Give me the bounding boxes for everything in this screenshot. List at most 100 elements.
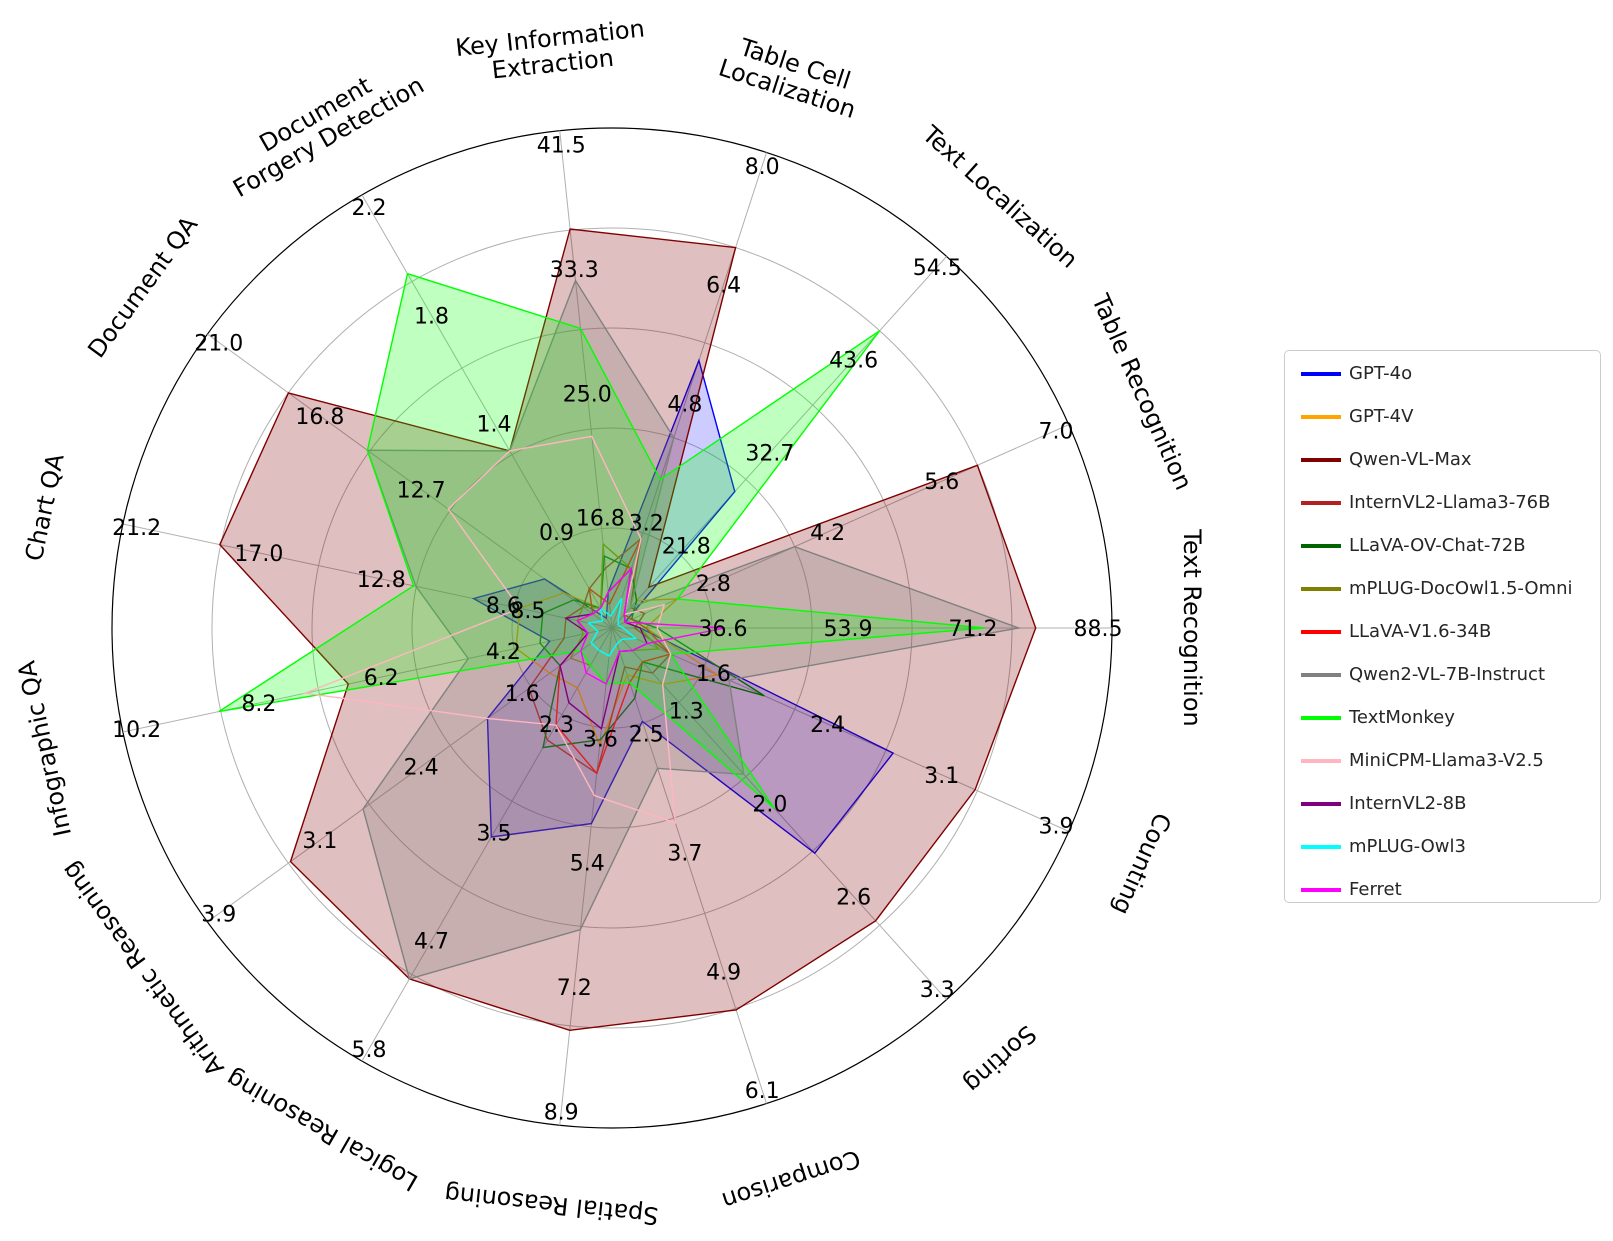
- tick-label: 5.6: [924, 470, 959, 495]
- series-group: [218, 228, 1037, 1032]
- tick-label: 54.5: [913, 256, 962, 281]
- legend-swatch: [1301, 501, 1341, 505]
- axis-label: Infographic QA: [12, 658, 77, 839]
- tick-label: 33.3: [550, 258, 599, 283]
- tick-label: 2.4: [810, 713, 845, 738]
- series-mplug-owl3: [587, 597, 638, 657]
- legend-swatch: [1301, 630, 1341, 634]
- tick-label: 3.7: [667, 841, 702, 866]
- tick-labels: 36.6 53.9 71.2 88.5 2.8 4.2 5.6 7.0 21.8 32.7 43.6…: [112, 134, 1122, 1126]
- legend-swatch: [1301, 587, 1341, 591]
- grid-spoke: [207, 627, 613, 923]
- axis-label-line: Logical Reasoning: [221, 1064, 422, 1196]
- grid-spoke: [559, 627, 613, 1126]
- grid-spoke: [122, 523, 613, 629]
- axis-label: Logical Reasoning: [221, 1064, 422, 1196]
- tick-label: 8.5: [510, 599, 545, 624]
- grid-spoke: [361, 194, 613, 629]
- tick-label: 8.2: [241, 692, 276, 717]
- tick-label: 3.9: [1039, 815, 1074, 840]
- tick-label: 4.9: [706, 960, 741, 985]
- tick-label: 36.6: [699, 617, 748, 642]
- legend-label: mPLUG-DocOwl1.5-Omni: [1349, 578, 1573, 599]
- tick-label: 32.7: [745, 442, 794, 467]
- tick-label: 12.7: [397, 478, 446, 503]
- legend-label: LLaVA-V1.6-34B: [1349, 621, 1492, 642]
- tick-label: 6.1: [745, 1079, 780, 1104]
- grid: [111, 127, 1113, 1129]
- tick-label: 3.1: [924, 764, 959, 789]
- axis-label-line: Sorting: [959, 1020, 1042, 1099]
- tick-label: 3.1: [302, 829, 337, 854]
- legend-swatch: [1301, 845, 1341, 849]
- tick-label: 21.0: [194, 331, 243, 356]
- grid-spoke: [611, 627, 1069, 832]
- tick-label: 6.2: [364, 666, 399, 691]
- axis-label-line: Document QA: [82, 211, 203, 363]
- legend-item: InternVL2-8B: [1285, 789, 1600, 819]
- tick-label: 4.7: [414, 930, 449, 955]
- tick-label: 2.0: [752, 792, 787, 817]
- tick-label: 1.6: [505, 682, 540, 707]
- series-internvl2-llama3-76b: [528, 537, 672, 775]
- legend-swatch: [1301, 802, 1341, 806]
- legend-swatch: [1301, 888, 1341, 892]
- legend-label: InternVL2-8B: [1349, 793, 1467, 814]
- axis-label-line: Arithmetic Reasoning: [56, 857, 230, 1082]
- tick-label: 71.2: [949, 617, 998, 642]
- legend-label: InternVL2-Llama3-76B: [1349, 492, 1551, 513]
- grid-spoke: [122, 627, 613, 733]
- tick-label: 8.6: [486, 594, 521, 619]
- tick-label: 4.2: [486, 640, 521, 665]
- tick-label: 21.8: [662, 535, 711, 560]
- axis-label: Chart QA: [20, 451, 70, 564]
- tick-label: 3.5: [477, 821, 512, 846]
- legend-swatch: [1301, 415, 1341, 419]
- series-qwen2-vl-7b-instruct: [362, 278, 1022, 980]
- grid-spoke: [611, 256, 947, 629]
- axis-label-line: Text Localization: [916, 120, 1083, 274]
- axis-label-line: Spatial Reasoning: [443, 1180, 660, 1230]
- chart-legend: GPT-4o GPT-4V Qwen-VL-Max InternVL2-Llama3-…: [1284, 350, 1601, 903]
- tick-label: 7.2: [557, 976, 592, 1001]
- axis-label-line: Infographic QA: [12, 658, 77, 839]
- legend-swatch: [1301, 372, 1341, 376]
- tick-label: 5.8: [352, 1038, 387, 1063]
- axis-label: Sorting: [959, 1020, 1042, 1099]
- legend-item: Qwen-VL-Max: [1285, 445, 1600, 475]
- legend-item: Ferret: [1285, 875, 1600, 905]
- axis-label-line: Comparison: [719, 1144, 864, 1215]
- grid-spoke: [361, 627, 613, 1062]
- axis-label-line: Table Recognition: [1086, 289, 1198, 494]
- legend-item: MiniCPM-Llama3-V2.5: [1285, 746, 1600, 776]
- tick-label: 1.4: [477, 413, 512, 438]
- series-llava-ov-chat-72b: [539, 555, 765, 749]
- axis-label: Document QA: [82, 211, 203, 363]
- tick-label: 17.0: [234, 542, 283, 567]
- legend-item: mPLUG-Owl3: [1285, 832, 1600, 862]
- tick-label: 88.5: [1074, 617, 1123, 642]
- tick-label: 16.8: [576, 507, 625, 532]
- legend-swatch: [1301, 544, 1341, 548]
- legend-item: InternVL2-Llama3-76B: [1285, 488, 1600, 518]
- legend-label: Qwen-VL-Max: [1349, 449, 1472, 470]
- legend-item: Qwen2-VL-7B-Instruct: [1285, 660, 1600, 690]
- legend-item: LLaVA-OV-Chat-72B: [1285, 531, 1600, 561]
- tick-label: 12.8: [357, 568, 406, 593]
- grid-spoke: [611, 424, 1069, 629]
- tick-label: 6.4: [706, 274, 741, 299]
- legend-label: LLaVA-OV-Chat-72B: [1349, 535, 1526, 556]
- series-gpt-4o: [471, 358, 895, 855]
- legend-label: Qwen2-VL-7B-Instruct: [1349, 664, 1545, 685]
- tick-label: 1.8: [414, 304, 449, 329]
- tick-label: 2.8: [696, 572, 731, 597]
- legend-item: GPT-4o: [1285, 359, 1600, 389]
- tick-label: 2.5: [629, 723, 664, 748]
- tick-label: 43.6: [829, 349, 878, 374]
- axis-label: Text Localization: [916, 120, 1083, 274]
- tick-label: 1.3: [669, 700, 704, 725]
